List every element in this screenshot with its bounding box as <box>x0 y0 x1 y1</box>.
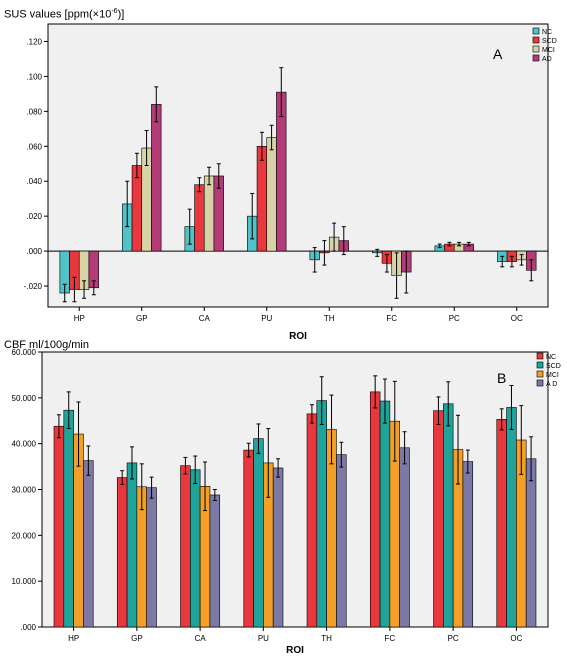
legend-label: MCI <box>542 47 555 54</box>
bar-ad <box>462 461 474 628</box>
bar-scd <box>131 165 143 252</box>
legend-label: MCI <box>546 372 559 379</box>
chart-a: SUS values [ppm(×10-6)] -.020 .000 .020 .04… <box>4 8 557 342</box>
x-tick-label: CA <box>199 314 211 323</box>
y-tick-label: .100 <box>26 72 42 81</box>
x-axis-label: ROI <box>286 645 304 656</box>
x-tick-label: PU <box>258 634 269 643</box>
y-tick-label: .020 <box>26 212 42 221</box>
bar-ad <box>83 460 94 628</box>
legend-swatch <box>536 370 544 378</box>
y-tick-label: .040 <box>26 177 42 186</box>
x-axis-label: ROI <box>289 331 307 342</box>
x-tick-label: GP <box>131 634 143 643</box>
y-tick-label: .060 <box>26 142 42 151</box>
legend-label: SCD <box>546 363 561 370</box>
legend-swatch <box>532 54 540 62</box>
x-tick-label: TH <box>324 314 335 323</box>
legend-label: NC <box>542 29 552 36</box>
y-tick-label: -.020 <box>24 282 43 291</box>
y-tick-label: .000 <box>26 247 42 256</box>
bar-ad <box>399 447 410 628</box>
plot-area <box>47 23 549 308</box>
chart-b-plot: .000 10.000 20.000 30.000 40.000 50.000 60.000… <box>12 348 561 656</box>
chart-b: CBF ml/100g/min .000 10.000 20.000 30.000 40… <box>0 330 567 661</box>
x-tick-label: TH <box>321 634 332 643</box>
chart-a-plot: -.020 .000 .020 .040 .060 .080 .100 .120 HP GP CA P… <box>24 23 557 342</box>
bar-ad <box>336 454 347 628</box>
bar-scd <box>506 407 517 628</box>
panel-letter: A <box>493 46 503 62</box>
bar-nc <box>116 477 128 628</box>
y-tick-label: 30.000 <box>12 486 37 495</box>
x-tick-label: FC <box>386 314 397 323</box>
x-tick-label: GP <box>136 314 148 323</box>
legend-swatch <box>532 45 540 53</box>
y-tick-label: 20.000 <box>12 531 37 540</box>
legend-swatch <box>532 27 540 35</box>
y-tick-label: 40.000 <box>12 440 37 449</box>
y-tick-label: 60.000 <box>12 348 37 357</box>
bar-ad <box>146 487 157 628</box>
bar-ad <box>525 458 537 628</box>
y-tick-label: .120 <box>26 37 42 46</box>
bar-mci <box>203 175 215 252</box>
bar-nc <box>369 391 381 628</box>
y-tick-label: 10.000 <box>12 577 37 586</box>
bar-nc <box>306 413 318 628</box>
bar-scd <box>190 469 201 628</box>
bar-nc <box>496 419 507 628</box>
legend-swatch <box>536 352 544 360</box>
bar-scd <box>379 400 391 628</box>
y-tick-label: 50.000 <box>12 394 37 403</box>
y-tick-label: .000 <box>20 623 36 632</box>
x-tick-label: PC <box>449 314 460 323</box>
legend-label: NC <box>546 354 556 361</box>
x-tick-label: OC <box>510 634 522 643</box>
legend-swatch <box>532 36 540 44</box>
legend-label: SCD <box>542 38 557 45</box>
legend-swatch <box>536 361 544 369</box>
x-tick-label: PU <box>261 314 272 323</box>
bar-scd <box>316 400 327 628</box>
bar-ad <box>209 494 221 628</box>
bar-mci <box>266 137 277 252</box>
bar-nc <box>180 465 191 628</box>
x-tick-label: HP <box>68 634 79 643</box>
bar-scd <box>63 409 74 628</box>
x-tick-label: OC <box>511 314 523 323</box>
legend-label: A D <box>546 381 557 388</box>
legend: NC SCD MCI A D <box>536 352 561 388</box>
bar-ad <box>151 104 162 252</box>
bar-nc <box>433 410 444 628</box>
panel-letter: B <box>497 370 506 386</box>
y-tick-label: .080 <box>26 107 42 116</box>
bar-scd <box>253 438 264 628</box>
bar-nc <box>53 425 65 628</box>
bar-scd <box>256 145 268 252</box>
bar-scd <box>194 184 205 252</box>
x-tick-label: CA <box>195 634 207 643</box>
legend-label: AD <box>542 56 552 63</box>
bar-scd <box>126 462 138 628</box>
chart-b-ylabel: CBF ml/100g/min <box>4 339 89 351</box>
x-tick-label: HP <box>74 314 85 323</box>
x-tick-label: PC <box>448 634 459 643</box>
x-tick-label: FC <box>385 634 396 643</box>
legend: NC SCD MCI AD <box>532 27 557 63</box>
bar-ad <box>272 467 284 628</box>
chart-a-ylabel: SUS values [ppm(×10-6)] <box>4 8 125 21</box>
legend-swatch <box>536 379 544 387</box>
bar-nc <box>243 449 254 628</box>
bar-scd <box>443 403 454 628</box>
